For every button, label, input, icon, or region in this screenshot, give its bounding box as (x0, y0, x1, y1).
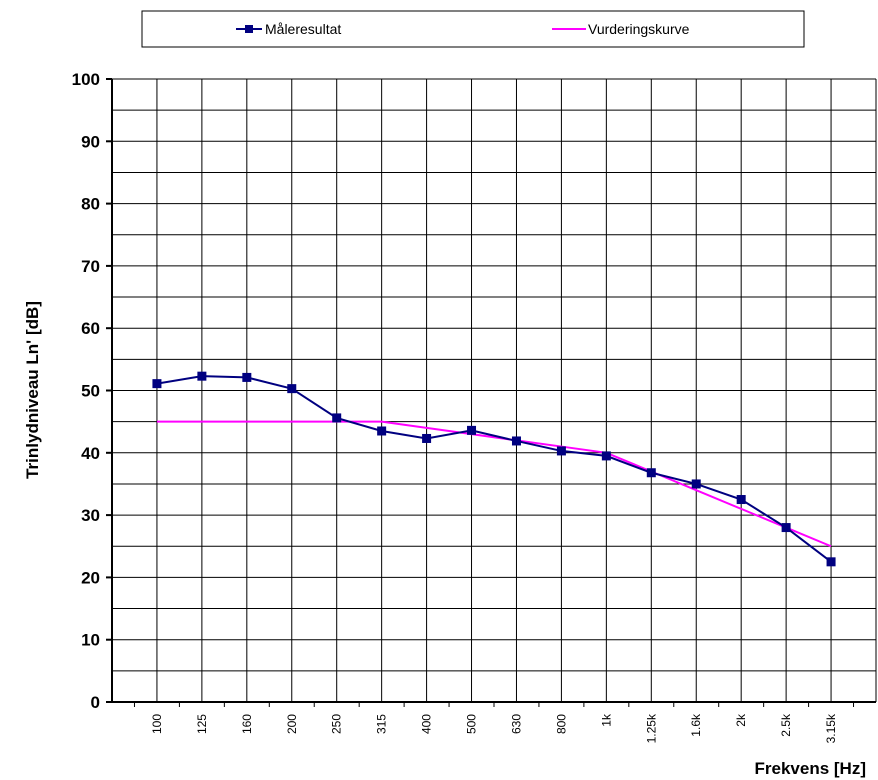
data-point-measured (691, 479, 701, 489)
x-tick-label: 250 (330, 714, 344, 734)
legend: Måleresultat Vurderingskurve (141, 10, 805, 48)
y-tick-label: 20 (81, 568, 100, 587)
data-point-measured (467, 425, 477, 435)
legend-marker-measured (245, 25, 253, 33)
x-tick-label: 2k (734, 713, 748, 727)
axes (106, 78, 876, 707)
y-tick-label: 10 (81, 631, 100, 650)
y-tick-label: 60 (81, 319, 100, 338)
legend-label-measured: Måleresultat (265, 21, 341, 37)
y-tick-label: 30 (81, 506, 100, 525)
y-axis-title: Trinlydniveau Ln' [dB] (23, 301, 42, 479)
series-layer (152, 371, 836, 567)
y-tick-labels: 0 10 20 30 40 50 60 70 80 90 100 (72, 70, 100, 712)
x-tick-labels: 100 125 160 200 250 315 400 500 630 800 1k 1.25k 1.6… (150, 713, 838, 743)
x-tick-label: 1k (599, 713, 613, 727)
data-point-measured (556, 446, 566, 456)
x-tick-label: 3.15k (824, 713, 838, 743)
legend-entry-measured: Måleresultat (236, 21, 341, 37)
legend-entry-rating-curve: Vurderingskurve (552, 21, 690, 37)
data-point-measured (377, 426, 387, 436)
y-tick-label: 0 (91, 693, 100, 712)
data-point-measured (242, 372, 252, 382)
x-tick-label: 630 (509, 714, 523, 734)
x-tick-label: 800 (554, 714, 568, 734)
data-point-measured (152, 379, 162, 389)
data-point-measured (826, 557, 836, 567)
data-point-measured (601, 451, 611, 461)
data-point-measured (511, 436, 521, 446)
series-line-rating-curve (156, 420, 832, 548)
data-point-measured (197, 371, 207, 381)
x-tick-label: 1.25k (644, 713, 658, 743)
data-point-measured (646, 468, 656, 478)
data-point-measured (781, 523, 791, 533)
series-line-measured (156, 375, 832, 563)
x-tick-label: 200 (285, 714, 299, 734)
x-tick-label: 500 (465, 714, 479, 734)
y-tick-label: 80 (81, 195, 100, 214)
data-point-measured (332, 413, 342, 423)
y-tick-label: 100 (72, 70, 100, 89)
y-tick-label: 90 (81, 132, 100, 151)
y-tick-label: 50 (81, 382, 100, 401)
x-tick-label: 1.6k (689, 713, 703, 737)
x-tick-label: 400 (420, 714, 434, 734)
grid (112, 78, 877, 702)
data-point-measured (287, 384, 297, 394)
y-tick-label: 70 (81, 257, 100, 276)
x-tick-label: 160 (240, 714, 254, 734)
x-tick-label: 2.5k (779, 713, 793, 737)
x-tick-label: 100 (150, 714, 164, 734)
legend-label-rating-curve: Vurderingskurve (588, 21, 690, 37)
x-tick-label: 315 (375, 714, 389, 734)
y-tick-label: 40 (81, 444, 100, 463)
data-point-measured (422, 433, 432, 443)
data-point-measured (736, 495, 746, 505)
x-axis-title: Frekvens [Hz] (755, 759, 866, 778)
x-tick-label: 125 (195, 714, 209, 734)
